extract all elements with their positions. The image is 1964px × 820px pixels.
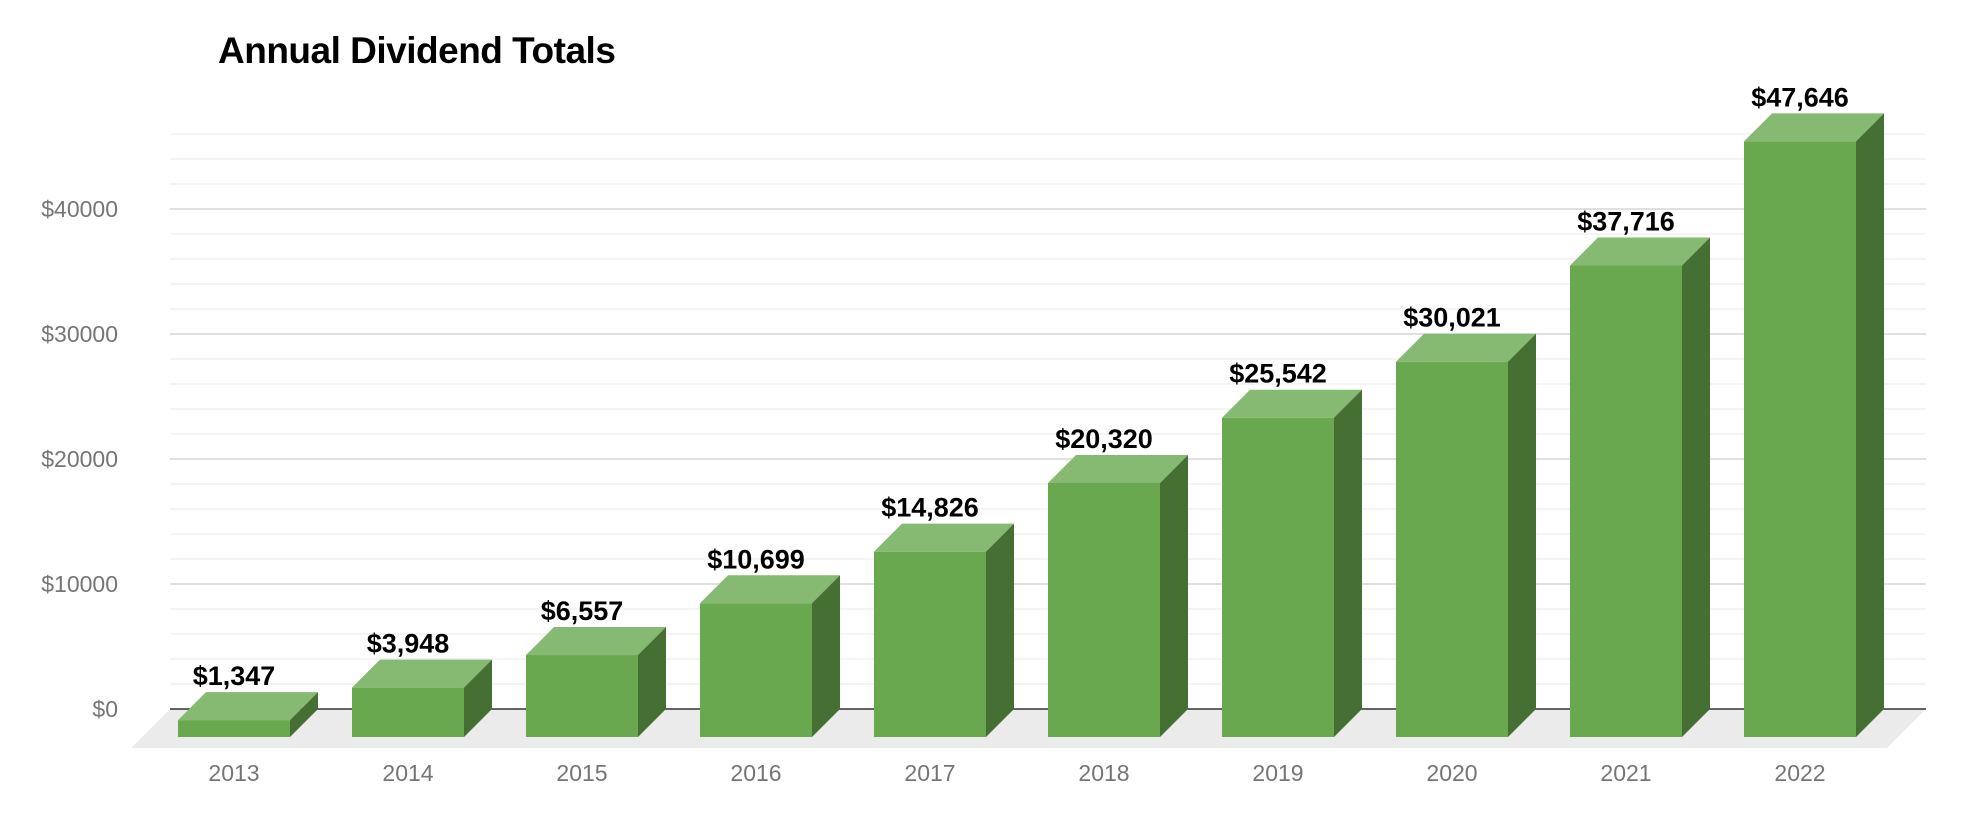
data-label: $6,557 — [541, 596, 624, 626]
chart-title: Annual Dividend Totals — [218, 30, 616, 71]
data-label: $3,948 — [367, 629, 450, 659]
bar — [874, 551, 986, 737]
bar-top — [1744, 113, 1884, 142]
y-tick-label: $30000 — [41, 321, 118, 347]
x-tick-label: 2013 — [208, 760, 259, 786]
bar — [1048, 483, 1160, 737]
y-tick-label: $10000 — [41, 571, 118, 597]
bar-side — [1508, 333, 1536, 737]
x-tick-label: 2016 — [730, 760, 781, 786]
data-label: $25,542 — [1229, 359, 1327, 389]
bar-side — [1682, 237, 1710, 738]
x-tick-label: 2021 — [1600, 760, 1651, 786]
bar — [1222, 417, 1334, 737]
bar-side — [812, 575, 840, 737]
y-tick-label: $40000 — [41, 196, 118, 222]
bar — [178, 720, 290, 737]
x-tick-label: 2015 — [556, 760, 607, 786]
bar — [526, 655, 638, 737]
bar-side — [1160, 455, 1188, 737]
y-tick-label: $0 — [92, 696, 118, 722]
bar-top — [526, 627, 666, 656]
bar-side — [1856, 113, 1884, 738]
bar-top — [1222, 389, 1362, 418]
bar-side — [986, 523, 1014, 737]
bar-top — [1396, 333, 1536, 362]
bar-top — [700, 575, 840, 604]
bar-top — [1570, 237, 1710, 266]
data-label: $37,716 — [1577, 207, 1675, 237]
x-tick-label: 2017 — [904, 760, 955, 786]
data-label: $20,320 — [1055, 424, 1153, 454]
bar — [1744, 141, 1856, 738]
data-label: $1,347 — [193, 661, 276, 691]
bar-side — [464, 659, 492, 737]
data-label: $14,826 — [881, 493, 979, 523]
bar-side — [1334, 389, 1362, 737]
x-tick-label: 2018 — [1078, 760, 1129, 786]
bar-top — [1048, 455, 1188, 483]
bar — [352, 687, 464, 737]
bar-side — [290, 692, 318, 737]
x-tick-label: 2014 — [382, 760, 433, 786]
x-tick-label: 2020 — [1426, 760, 1477, 786]
data-label: $47,646 — [1751, 82, 1849, 112]
x-tick-label: 2019 — [1252, 760, 1303, 786]
bar-top — [178, 692, 318, 721]
y-tick-label: $20000 — [41, 446, 118, 472]
x-tick-label: 2022 — [1774, 760, 1825, 786]
bar-side — [638, 627, 666, 737]
data-label: $30,021 — [1403, 303, 1501, 333]
bar-top — [874, 523, 1014, 552]
bar — [1396, 361, 1508, 737]
bar-top — [352, 659, 492, 688]
bar — [700, 603, 812, 737]
data-label: $10,699 — [707, 544, 805, 574]
bar — [1570, 265, 1682, 737]
